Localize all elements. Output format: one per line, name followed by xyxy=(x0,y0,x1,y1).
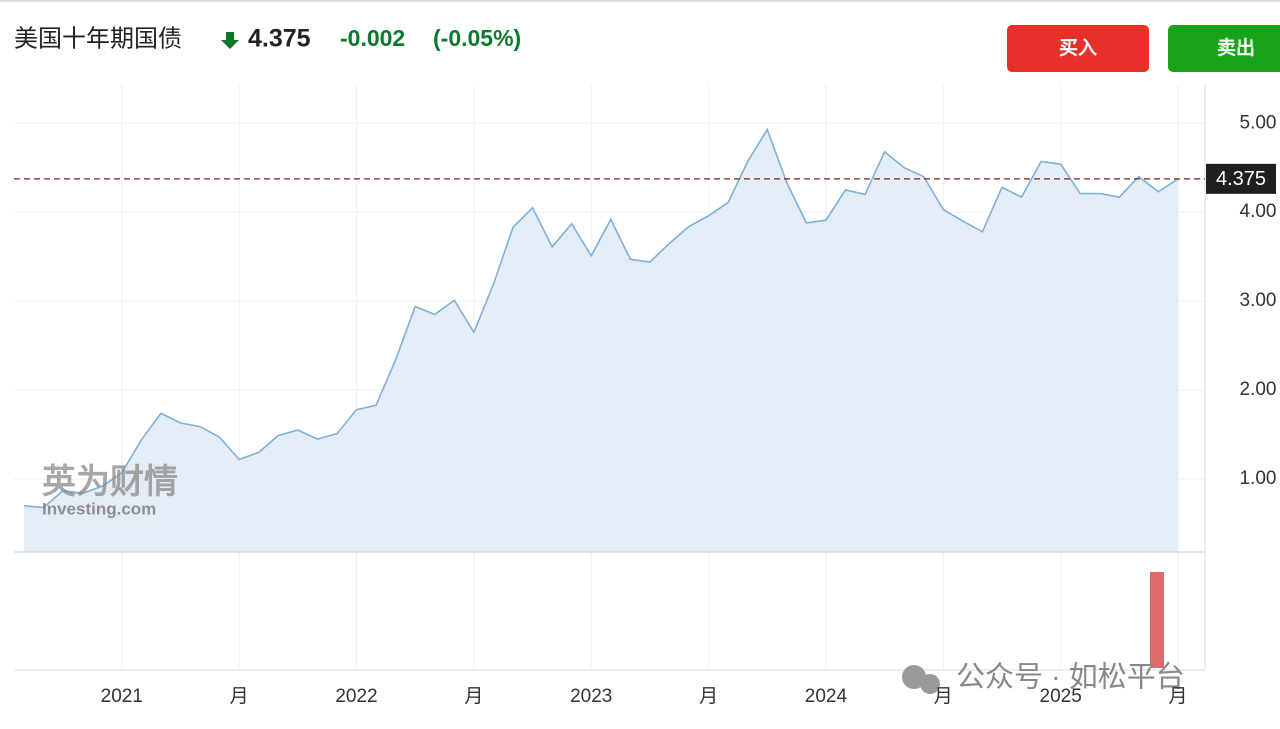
x-tick-label: 2024 xyxy=(805,686,848,707)
footer-watermark: 公众号 · 如松平台 xyxy=(956,661,1185,694)
watermark-en: Investing.com xyxy=(42,499,156,518)
y-tick-label: 5.00 xyxy=(1240,112,1277,133)
last-price-label: 4.375 xyxy=(1216,168,1266,190)
change: -0.002 xyxy=(340,25,405,51)
x-tick-label: 月 xyxy=(1168,686,1187,707)
x-tick-label: 2023 xyxy=(570,686,612,707)
title: 美国十年期国债 xyxy=(14,25,182,52)
y-tick-label: 1.00 xyxy=(1240,468,1277,489)
buy-button[interactable] xyxy=(1007,25,1149,72)
x-tick-label: 月 xyxy=(934,686,953,707)
wechat-icon xyxy=(902,665,926,689)
wechat-icon xyxy=(920,674,940,694)
x-tick-label: 2022 xyxy=(335,686,377,707)
x-tick-label: 2021 xyxy=(101,686,143,707)
last-price-box xyxy=(1206,163,1276,194)
buy-label[interactable]: 买入 xyxy=(1059,37,1097,59)
sell-button[interactable] xyxy=(1168,25,1280,72)
y-tick-label: 3.00 xyxy=(1240,290,1277,311)
line xyxy=(23,127,1179,509)
x-tick-label: 月 xyxy=(230,686,249,707)
y-tick-label: 2.00 xyxy=(1240,379,1277,400)
area xyxy=(24,129,1178,552)
price: 4.375 xyxy=(248,25,311,53)
volume-bar xyxy=(1150,572,1164,668)
down-arrow xyxy=(221,32,239,49)
x-tick-label: 2025 xyxy=(1040,686,1082,707)
y-tick-label: 4.00 xyxy=(1240,201,1277,222)
x-tick-label: 月 xyxy=(464,686,483,707)
change-pct: (-0.05%) xyxy=(433,25,521,51)
x-tick-label: 月 xyxy=(699,686,718,707)
sell-label[interactable]: 卖出 xyxy=(1217,36,1255,59)
watermark-cn: 英为财情 xyxy=(42,463,178,501)
